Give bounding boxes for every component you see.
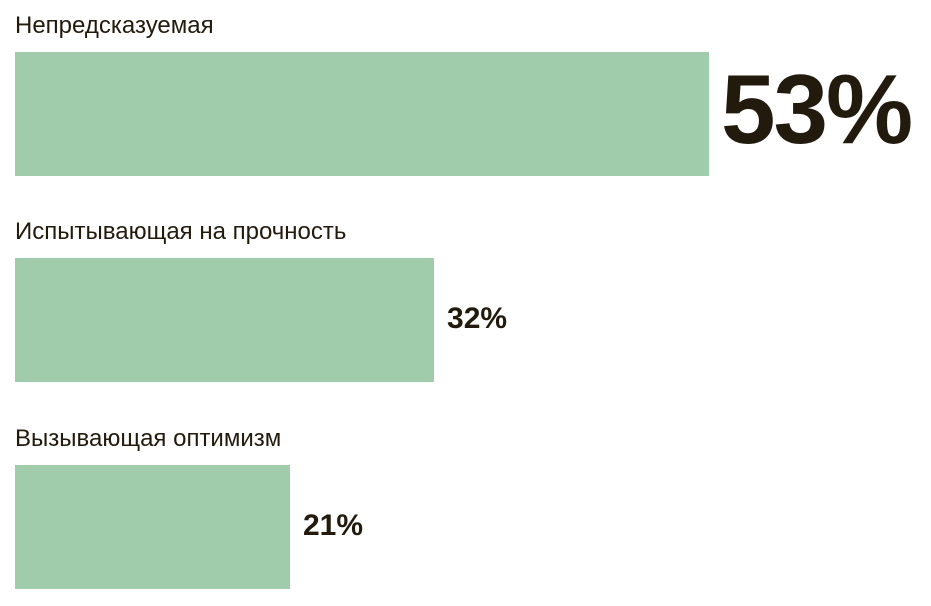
value-label: 21% [302, 508, 364, 542]
category-label: Вызывающая оптимизм [15, 425, 282, 452]
value-label: 53% [721, 54, 913, 165]
bar [15, 258, 435, 382]
category-label: Непредсказуемая [15, 12, 214, 39]
value-label: 32% [447, 301, 508, 335]
bar [15, 52, 709, 176]
bar [15, 465, 290, 589]
category-label: Испытывающая на прочность [15, 218, 347, 245]
